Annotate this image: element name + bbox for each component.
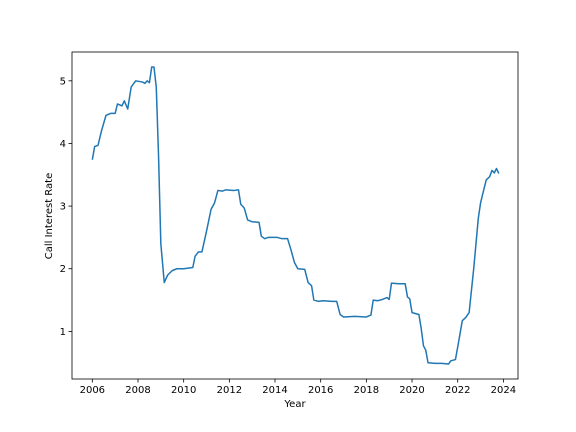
x-tick-label: 2014	[262, 385, 287, 396]
y-tick-label: 3	[60, 202, 66, 213]
y-tick-label: 2	[60, 264, 66, 275]
x-tick-label: 2016	[308, 385, 333, 396]
x-tick-label: 2006	[80, 385, 105, 396]
data-line	[91, 66, 500, 365]
x-tick-label: 2018	[354, 385, 379, 396]
axes-frame	[71, 51, 519, 380]
x-tick-label: 2010	[171, 385, 196, 396]
x-tick-label: 2024	[491, 385, 516, 396]
y-axis-label: Call Interest Rate	[44, 173, 55, 260]
x-tick-label: 2008	[125, 385, 150, 396]
y-tick-label: 1	[60, 327, 66, 338]
x-tick-label: 2012	[217, 385, 242, 396]
x-tick-label: 2020	[399, 385, 424, 396]
x-tick-label: 2022	[445, 385, 470, 396]
x-axis-label: Year	[283, 399, 306, 410]
y-tick-label: 4	[60, 139, 66, 150]
y-tick-label: 5	[60, 76, 66, 87]
